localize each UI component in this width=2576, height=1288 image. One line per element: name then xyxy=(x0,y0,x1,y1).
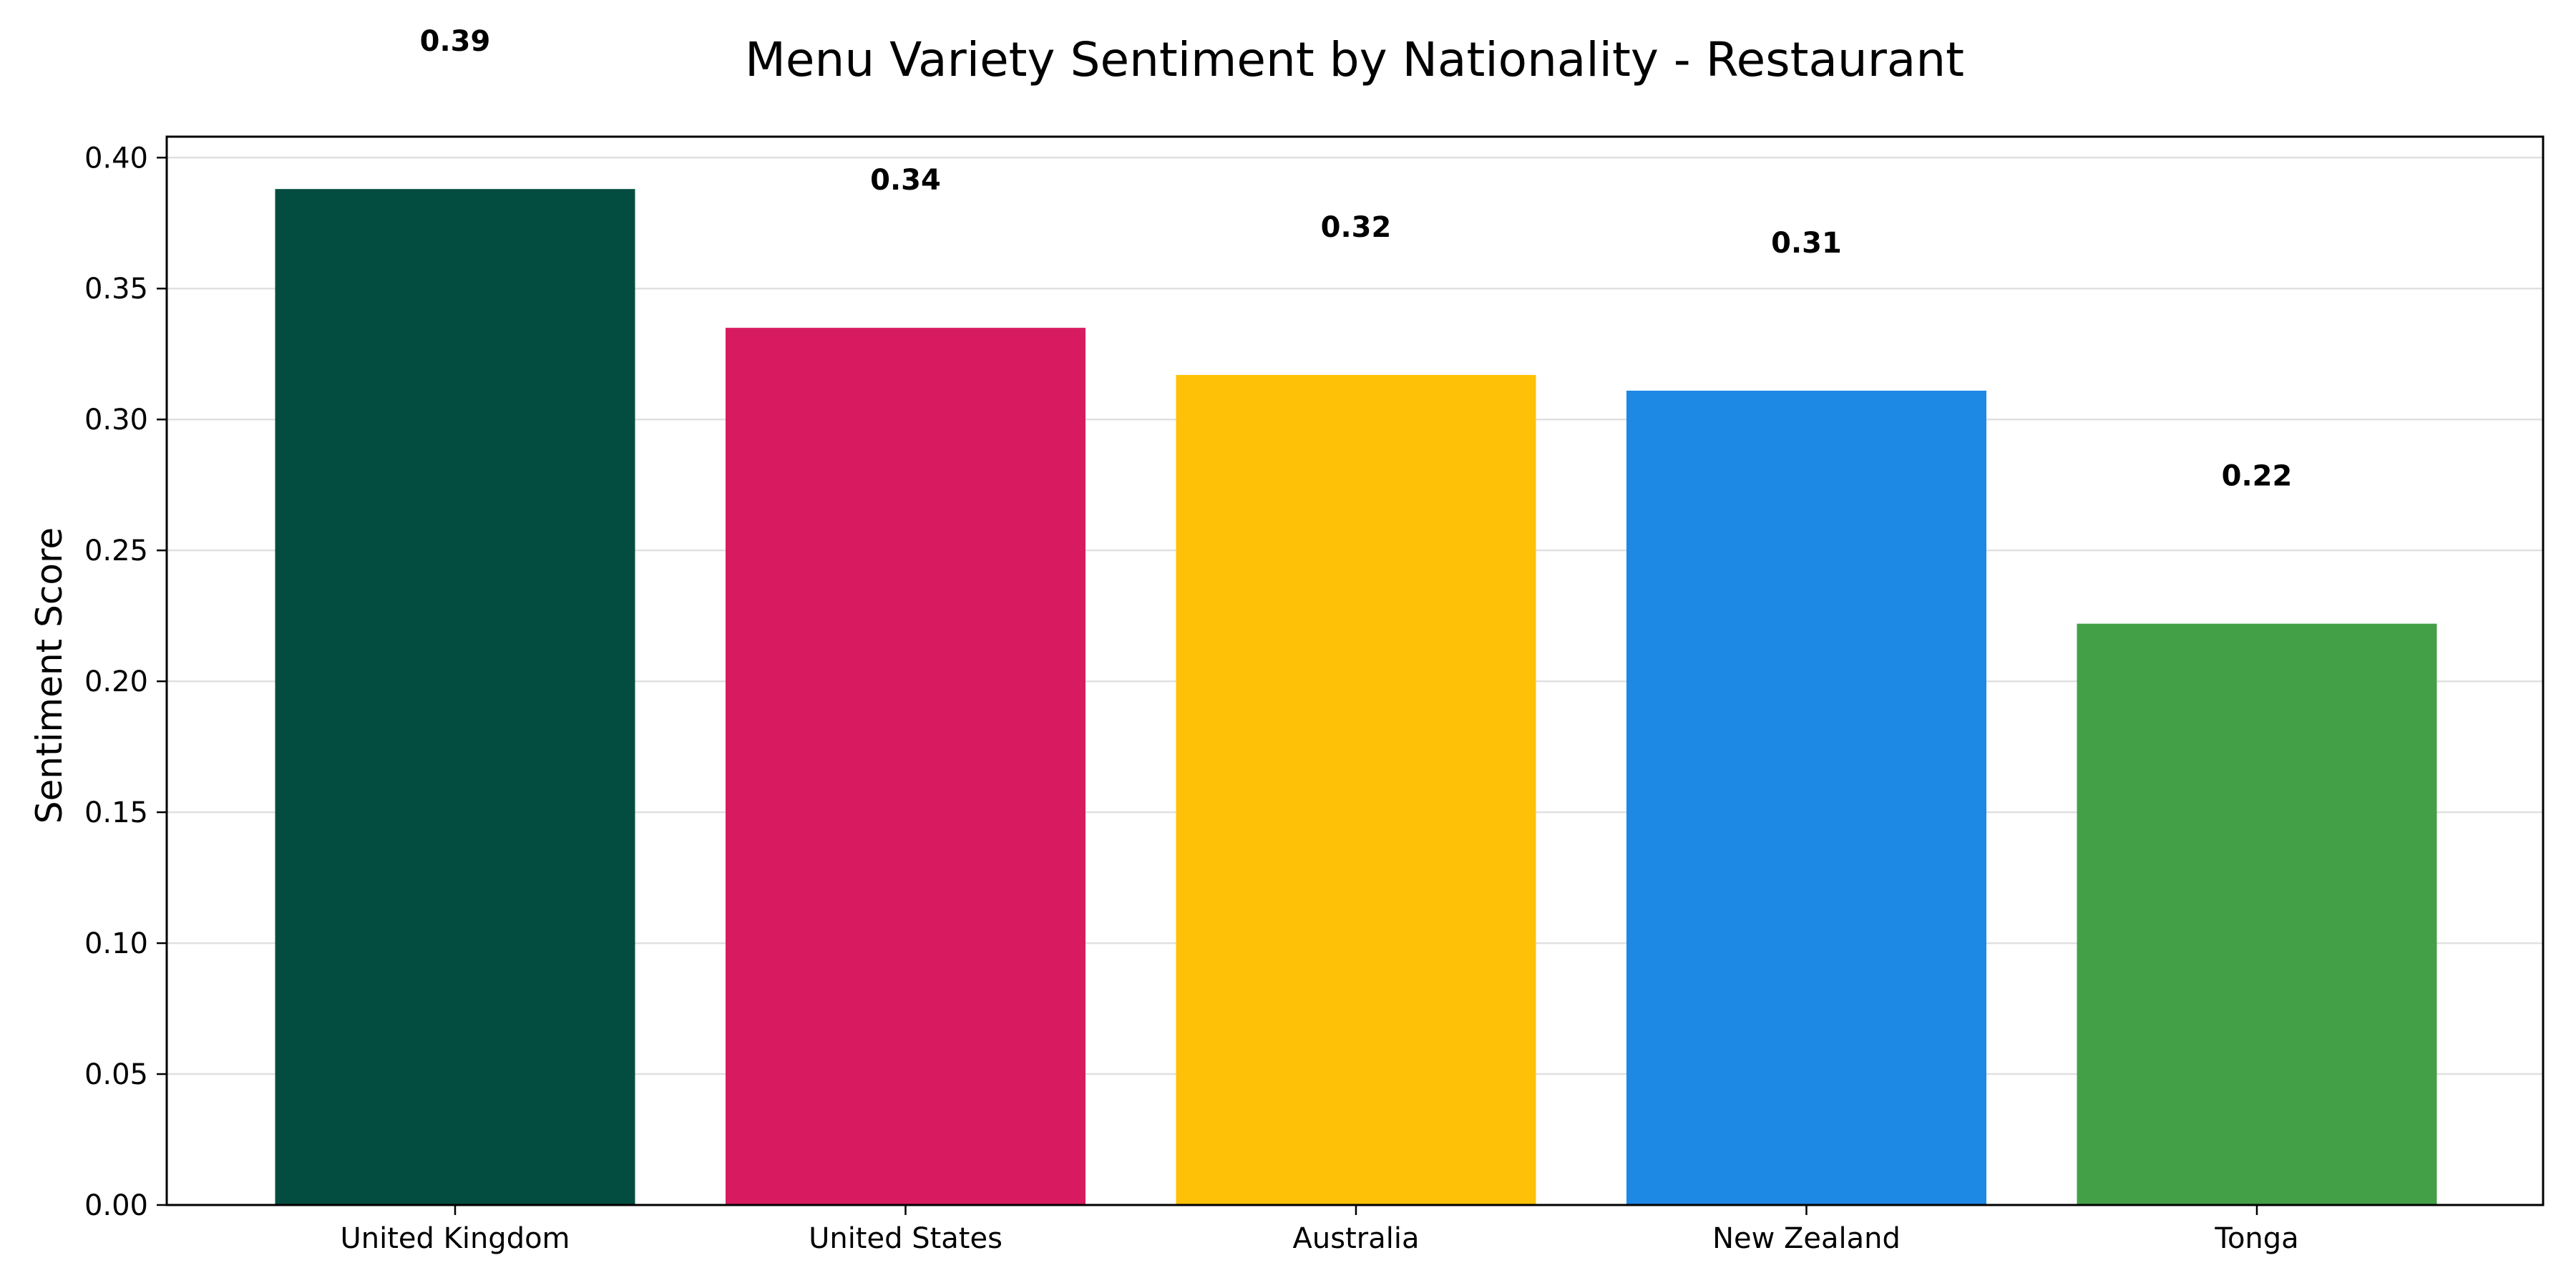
bar xyxy=(1176,374,1536,1205)
data-label: 0.31 xyxy=(1771,227,1842,260)
y-tick-label: 0.25 xyxy=(84,535,148,567)
y-axis-label: Sentiment Score xyxy=(29,527,70,824)
axes: 0.00 0.05 0.10 0.15 0.20 0.25 0.30 0.35 0.40 Unit… xyxy=(84,142,2299,1255)
y-tick-label: 0.30 xyxy=(84,404,148,436)
x-tick-label: United States xyxy=(809,1222,1002,1255)
data-label: 0.39 xyxy=(420,25,491,58)
plot-frame xyxy=(165,135,2545,1206)
y-tick-label: 0.05 xyxy=(84,1058,148,1091)
x-tick-label: New Zealand xyxy=(1712,1222,1901,1255)
x-tick-label: Tonga xyxy=(2214,1222,2298,1255)
data-label: 0.34 xyxy=(870,164,941,197)
y-tick-label: 0.10 xyxy=(84,927,148,960)
y-tick-label: 0.40 xyxy=(84,142,148,175)
data-label: 0.32 xyxy=(1321,211,1392,244)
bar xyxy=(726,328,1085,1206)
y-tick-label: 0.20 xyxy=(84,665,148,698)
chart-title: Menu Variety Sentiment by Nationality - … xyxy=(745,32,1964,87)
y-tick-label: 0.15 xyxy=(84,796,148,829)
data-label: 0.22 xyxy=(2222,460,2293,493)
bars xyxy=(275,189,2437,1206)
bar xyxy=(275,189,635,1205)
x-tick-label: United Kingdom xyxy=(340,1222,570,1255)
x-tick-label: Australia xyxy=(1293,1222,1420,1255)
y-tick-label: 0.35 xyxy=(84,273,148,306)
y-tick-label: 0.00 xyxy=(84,1189,148,1222)
bar xyxy=(1626,390,1986,1206)
data-labels: 0.39 0.34 0.32 0.31 0.22 xyxy=(420,25,2293,492)
bar xyxy=(2077,623,2437,1205)
